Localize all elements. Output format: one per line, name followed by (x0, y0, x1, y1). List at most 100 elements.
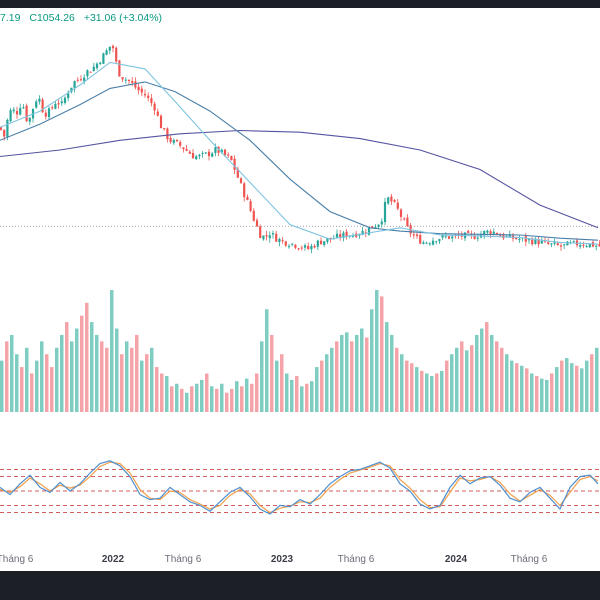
candle-body (345, 231, 348, 237)
volume-bar (425, 373, 429, 412)
volume-bar (95, 334, 99, 412)
candle-body (63, 97, 67, 103)
candle-body (313, 245, 316, 248)
candle-body (438, 239, 441, 242)
volume-bar (290, 379, 294, 412)
candle-body (559, 245, 563, 247)
volume-bar (235, 381, 239, 412)
candle-body (115, 47, 118, 62)
candle-body (191, 153, 195, 159)
candle-body (582, 244, 585, 246)
volume-bar (480, 328, 484, 412)
candle-body (25, 105, 28, 122)
volume-bar (285, 373, 289, 412)
volume-bar (30, 373, 34, 412)
volume-bar (355, 334, 359, 412)
candle-body (95, 63, 99, 69)
volume-bar (50, 367, 54, 412)
candle-body (220, 149, 223, 153)
volume-bar (90, 322, 94, 412)
volume-bar (45, 354, 49, 412)
candle-body (153, 103, 156, 111)
x-tick-label: 2023 (271, 554, 294, 565)
candle-body (543, 240, 547, 242)
candle-body (163, 128, 166, 130)
volume-bar (470, 345, 474, 412)
volume-bar (315, 367, 319, 412)
candle-body (316, 240, 319, 247)
candle-body (51, 107, 54, 109)
candle-body (159, 115, 163, 129)
volume-pane (0, 290, 599, 412)
candle-body (319, 240, 323, 245)
volume-bar (345, 332, 349, 412)
candle-body (47, 108, 51, 118)
volume-bar (340, 334, 344, 412)
volume-bar (575, 365, 579, 412)
volume-bar (540, 378, 544, 412)
candle-body (287, 246, 291, 248)
volume-bar (160, 373, 164, 412)
candle-body (598, 244, 600, 247)
volume-bar (295, 376, 299, 412)
stochastic-d-line (0, 461, 599, 514)
candle-body (67, 93, 70, 99)
candle-body (537, 239, 540, 245)
volume-bar (485, 322, 489, 412)
x-tick-label: Tháng 6 (511, 554, 548, 565)
volume-bar (420, 370, 424, 412)
candle-body (425, 242, 428, 244)
candle-body (57, 103, 60, 105)
candle-body (195, 156, 198, 160)
volume-bar (190, 386, 194, 412)
candle-body (182, 147, 185, 150)
volume-bar (410, 363, 414, 412)
candle-body (300, 247, 303, 249)
candle-body (563, 244, 566, 246)
volume-bar (400, 354, 404, 412)
candle-body (111, 45, 115, 49)
volume-bar (85, 302, 89, 412)
candle-body (76, 79, 79, 81)
volume-bar (135, 334, 139, 412)
volume-bar (280, 354, 284, 412)
candle-body (252, 210, 255, 221)
volume-bar (370, 309, 374, 412)
chart-panel (0, 8, 600, 571)
volume-bar (380, 296, 384, 412)
candle-body (387, 197, 390, 204)
candle-body (201, 152, 204, 154)
candle-body (572, 240, 575, 242)
candle-body (486, 230, 489, 233)
candle-body (143, 93, 147, 96)
volume-bar (55, 347, 59, 412)
candle-body (278, 239, 281, 243)
candle-body (246, 196, 249, 201)
volume-bar (330, 347, 334, 412)
candle-body (339, 234, 342, 238)
candle-body (259, 226, 262, 239)
volume-bar (590, 354, 594, 412)
volume-bar (245, 378, 249, 412)
volume-bar (250, 383, 254, 412)
volume-bar (130, 347, 134, 412)
volume-bar (365, 337, 369, 412)
volume-bar (385, 322, 389, 412)
volume-bar (75, 328, 79, 412)
candle-body (399, 209, 403, 217)
volume-bar (175, 383, 179, 412)
change-value: +31.06 (+3.04%) (83, 12, 163, 24)
candle-body (595, 245, 598, 247)
candle-body (99, 62, 102, 65)
volume-bar (595, 347, 599, 412)
volume-bar (415, 367, 419, 412)
candle-body (383, 201, 387, 223)
candle-body (188, 151, 191, 154)
candle-body (531, 239, 534, 245)
volume-bar (0, 360, 4, 412)
candle-body (268, 235, 271, 239)
volume-bar (60, 334, 64, 412)
volume-bar (460, 341, 464, 412)
volume-bar (115, 328, 119, 412)
